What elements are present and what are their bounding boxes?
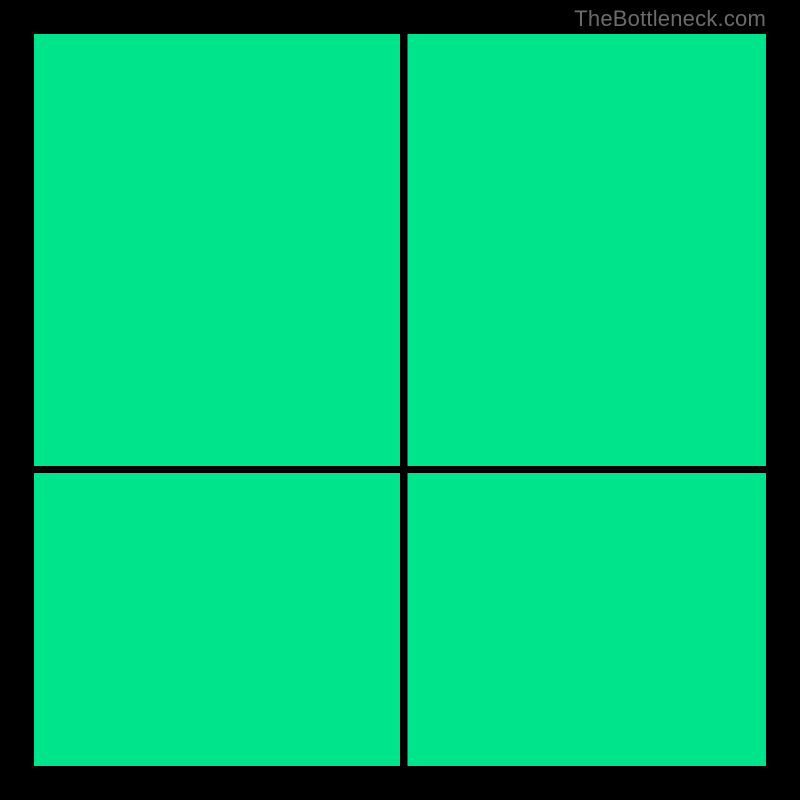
bottleneck-heatmap: [34, 34, 766, 766]
watermark-text: TheBottleneck.com: [574, 6, 766, 32]
crosshair-marker: [399, 464, 409, 474]
